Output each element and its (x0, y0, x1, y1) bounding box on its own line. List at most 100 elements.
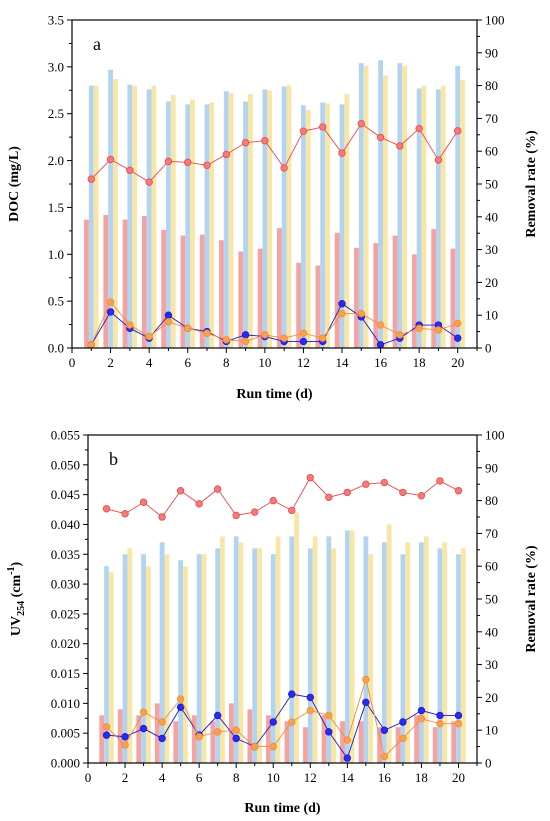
bar-series1-day19 (432, 727, 438, 763)
bar-series2-day11 (281, 86, 287, 348)
bar-series2-day8 (223, 91, 229, 348)
bar-series3-day14 (349, 530, 355, 763)
point-series1-day3 (126, 166, 134, 174)
bar-series2-day9 (243, 101, 248, 348)
point-series1-day7 (213, 485, 222, 493)
y-axis-label: DOC (mg/L) (7, 146, 22, 222)
point-series2-day12 (306, 693, 314, 702)
bar-series2-day8 (233, 536, 239, 763)
panel-label: b (109, 449, 118, 469)
point-series2-day20 (454, 334, 462, 342)
bar-series2-day16 (378, 60, 383, 349)
point-series2-day15 (362, 698, 370, 707)
bar-series1-day8 (219, 240, 224, 348)
line-series3 (106, 677, 459, 758)
x-tick-label: 12 (297, 355, 310, 370)
y2-tick-label: 40 (485, 624, 498, 639)
point-series3-day13 (319, 334, 327, 342)
point-series1-day12 (306, 473, 314, 482)
y-tick-label: 0.030 (51, 577, 80, 592)
bar-series1-day8 (228, 703, 234, 763)
x-tick-label: 4 (159, 770, 166, 785)
bar-series2-day19 (437, 548, 443, 763)
point-series2-day11 (288, 690, 296, 698)
y2-axis-label: Removal rate (%) (524, 130, 539, 238)
bar-series1-day13 (321, 715, 327, 763)
point-series1-day10 (269, 496, 277, 505)
y-tick-label: 0.010 (51, 696, 80, 711)
x-tick-label: 20 (452, 770, 465, 785)
bar-series1-day10 (257, 248, 263, 348)
y2-tick-label: 90 (485, 45, 498, 60)
x-tick-label: 14 (341, 770, 355, 785)
x-tick-label: 20 (451, 355, 464, 370)
bar-series3-day20 (460, 79, 465, 348)
point-series2-day14 (343, 754, 352, 762)
point-series2-day13 (325, 728, 333, 736)
bar-series2-day17 (397, 63, 403, 349)
x-tick-label: 2 (107, 355, 114, 370)
point-series1-day16 (376, 133, 385, 142)
point-series1-day6 (184, 158, 192, 167)
bar-series1-day19 (431, 228, 437, 348)
bar-series1-day4 (154, 703, 160, 763)
bar-series1-day16 (377, 727, 382, 763)
bar-series2-day7 (215, 548, 221, 763)
point-series1-day10 (261, 136, 269, 145)
bar-series2-day3 (127, 84, 133, 348)
point-series2-day5 (164, 311, 173, 319)
point-series3-day14 (338, 309, 346, 318)
bar-series1-day20 (451, 721, 457, 763)
bar-series1-day14 (334, 232, 340, 348)
bar-series1-day17 (395, 727, 401, 763)
bar-series2-day10 (262, 89, 268, 348)
bar-series3-day18 (421, 85, 427, 348)
x-tick-label: 8 (233, 770, 240, 785)
bar-series2-day20 (455, 65, 461, 349)
bar-series3-day19 (440, 85, 446, 348)
bar-series1-day20 (450, 248, 456, 348)
bar-series2-day4 (159, 542, 165, 763)
bar-series1-day4 (141, 215, 147, 348)
point-series1-day8 (222, 150, 230, 159)
bar-series1-day18 (414, 715, 420, 763)
point-series3-day10 (269, 742, 277, 751)
y-tick-label: 0.015 (51, 666, 80, 681)
bar-series2-day13 (320, 102, 326, 348)
bar-series3-day13 (331, 548, 337, 763)
bar-series2-day1 (88, 85, 94, 348)
y2-tick-label: 50 (485, 592, 498, 607)
y2-tick-label: 0 (485, 341, 492, 356)
point-series3-day12 (306, 706, 314, 715)
point-series3-day7 (213, 728, 222, 736)
point-series2-day2 (121, 733, 129, 741)
point-series3-day4 (145, 332, 153, 341)
y-axis-label-part: 254 (16, 601, 27, 616)
x-axis-label: Run time (d) (236, 387, 313, 402)
bar-series1-day16 (373, 243, 379, 348)
bar-series1-day11 (284, 721, 290, 763)
y2-tick-label: 80 (485, 78, 498, 93)
point-series3-day4 (158, 718, 166, 726)
x-tick-label: 8 (223, 355, 230, 370)
point-series2-day7 (213, 711, 222, 720)
point-series2-day18 (417, 706, 426, 715)
bar-series3-day3 (132, 85, 138, 348)
bar-series2-day5 (166, 101, 171, 348)
bar-series1-day14 (340, 721, 345, 763)
bar-series1-day7 (210, 721, 216, 763)
bar-series2-day18 (416, 88, 422, 348)
bar-series3-day4 (151, 85, 157, 348)
point-series3-day3 (126, 321, 134, 329)
point-series3-day14 (343, 736, 352, 744)
bar-series1-day9 (238, 251, 244, 348)
point-series1-day13 (325, 493, 333, 502)
point-series2-day14 (338, 300, 346, 308)
point-series1-day14 (343, 488, 352, 497)
y-axis-label-part: UV (9, 616, 24, 636)
point-series3-day11 (280, 334, 288, 342)
y2-tick-label: 20 (485, 690, 498, 705)
y-tick-label: 0.5 (48, 294, 64, 309)
bar-series3-day12 (312, 536, 318, 763)
